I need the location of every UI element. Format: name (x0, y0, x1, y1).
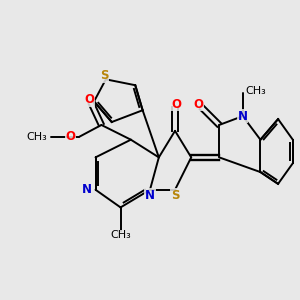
Text: CH₃: CH₃ (110, 230, 131, 240)
Text: O: O (194, 98, 204, 111)
Text: CH₃: CH₃ (246, 86, 266, 96)
Text: N: N (238, 110, 248, 123)
Text: CH₃: CH₃ (26, 132, 47, 142)
Text: N: N (145, 188, 155, 202)
Text: O: O (66, 130, 76, 143)
Text: O: O (85, 93, 94, 106)
Text: S: S (100, 69, 109, 82)
Text: S: S (171, 188, 179, 202)
Text: O: O (172, 98, 182, 111)
Text: N: N (82, 183, 92, 196)
